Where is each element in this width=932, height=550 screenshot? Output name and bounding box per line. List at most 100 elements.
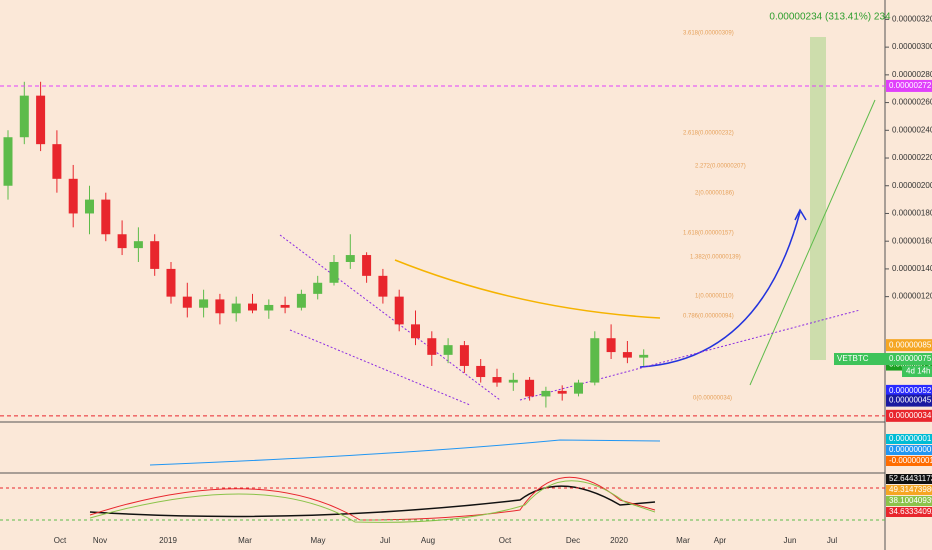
candle-body [639, 354, 649, 358]
channel-line [279, 234, 501, 401]
candle-body [117, 234, 127, 249]
stoch-label: 34.63334092 [889, 507, 932, 516]
x-tick-label: Nov [93, 536, 107, 545]
y-tick-label: 0.00000180 [892, 209, 932, 218]
x-tick-label: Jul [827, 536, 837, 545]
trend-line [749, 99, 876, 386]
candle-body [264, 304, 274, 311]
fib-label: 2.618(0.00000232) [683, 131, 734, 137]
fib-label: 0.786(0.00000094) [683, 314, 734, 320]
x-tick-label: Aug [421, 536, 435, 545]
candle-body [313, 282, 323, 294]
stoch-tag [886, 485, 932, 495]
symbol-label: VETBTC [837, 354, 869, 363]
y-tick-label: 0.00000300 [892, 42, 932, 51]
macd-label: -0.00000001 [889, 456, 932, 465]
y-tick-label: 0.00000140 [892, 264, 932, 273]
stoch-tag [886, 507, 932, 517]
x-tick-label: Apr [714, 536, 727, 545]
stoch-line [89, 485, 656, 518]
candle-body [476, 365, 486, 378]
macd-line [149, 439, 661, 466]
candle-body [329, 261, 339, 283]
candle-body [606, 338, 616, 353]
y-tick-label: 0.00000200 [892, 181, 932, 190]
x-tick-label: Mar [238, 536, 252, 545]
channel-line [519, 309, 861, 401]
price-tag [886, 384, 932, 397]
candle-body [101, 199, 111, 235]
symbol-price: 0.00000075 [889, 354, 932, 363]
y-tick-label: 0.00000120 [892, 292, 932, 301]
stoch-k [89, 476, 656, 521]
price-tag-label: 0.00000085 [889, 340, 932, 349]
price-tag [886, 394, 932, 407]
candle-body [231, 303, 241, 314]
fib-label: 2(0.00000186) [695, 191, 734, 197]
x-tick-label: Oct [499, 536, 512, 545]
x-tick-label: May [310, 536, 325, 545]
fib-label: 1.382(0.00000139) [690, 255, 741, 261]
stoch-label: 52.64431173 [889, 474, 932, 483]
countdown: 4d 14h [906, 367, 930, 376]
candle-body [492, 377, 502, 383]
stoch-tag [886, 496, 932, 506]
candle-body [574, 382, 583, 394]
candle-body [362, 255, 372, 276]
channel-line [289, 329, 471, 406]
candle-body [36, 95, 46, 145]
candle-body [443, 345, 453, 355]
x-tick-label: Mar [676, 536, 690, 545]
x-tick-label: Jul [380, 536, 390, 545]
candle-body [378, 275, 388, 297]
candle-body [85, 199, 94, 214]
candle-body [52, 144, 62, 179]
arrow-head [794, 208, 807, 221]
x-tick-label: Jun [784, 536, 797, 545]
fib-label: 2.272(0.00000207) [695, 164, 746, 170]
macd-tag [886, 434, 932, 444]
price-tag [886, 409, 932, 422]
fib-label: 3.618(0.00000309) [683, 31, 734, 37]
candle-body [394, 296, 404, 325]
stoch-label: 38.10040939 [889, 496, 932, 505]
candle-body [508, 379, 518, 383]
candle-body [182, 296, 192, 308]
y-tick-label: 0.00000240 [892, 125, 932, 134]
macd-label: 0.00000000 [889, 445, 932, 454]
y-tick-label: 0.00000320 [892, 15, 932, 24]
macd-tag [886, 456, 932, 466]
price-tag [886, 339, 932, 352]
candle-body [525, 379, 535, 397]
fib-label: 1(0.00000110) [695, 294, 734, 300]
projection-curve [639, 211, 801, 368]
x-tick-label: Dec [566, 536, 580, 545]
candle-body [68, 178, 78, 214]
candle-body [215, 299, 225, 314]
candle-body [3, 137, 13, 186]
candle-body [590, 338, 600, 383]
x-tick-label: 2019 [159, 536, 177, 545]
fib-label: 1.618(0.00000157) [683, 231, 734, 237]
price-tag [886, 79, 932, 92]
stoch-label: 49.31473980 [889, 485, 932, 494]
candle-body [427, 338, 437, 355]
candle-body [166, 268, 176, 297]
candle-body [459, 345, 469, 366]
stoch-tag [886, 474, 932, 484]
candle-body [150, 241, 160, 269]
candle-body [280, 304, 290, 308]
price-tag-label: 0.00000272 [889, 81, 932, 90]
macd-tag [886, 445, 932, 455]
x-tick-label: 2020 [610, 536, 628, 545]
candle-body [345, 255, 355, 262]
fib-label: 0(0.00000034) [693, 396, 732, 402]
price-tag-label: 0.00000045 [889, 396, 932, 405]
y-tick-label: 0.00000160 [892, 236, 932, 245]
candle-body [248, 303, 257, 311]
x-tick-label: Oct [54, 536, 67, 545]
y-tick-label: 0.00000220 [892, 153, 932, 162]
stoch-d [89, 480, 656, 523]
target-box [810, 37, 826, 360]
candle-body [411, 324, 420, 339]
